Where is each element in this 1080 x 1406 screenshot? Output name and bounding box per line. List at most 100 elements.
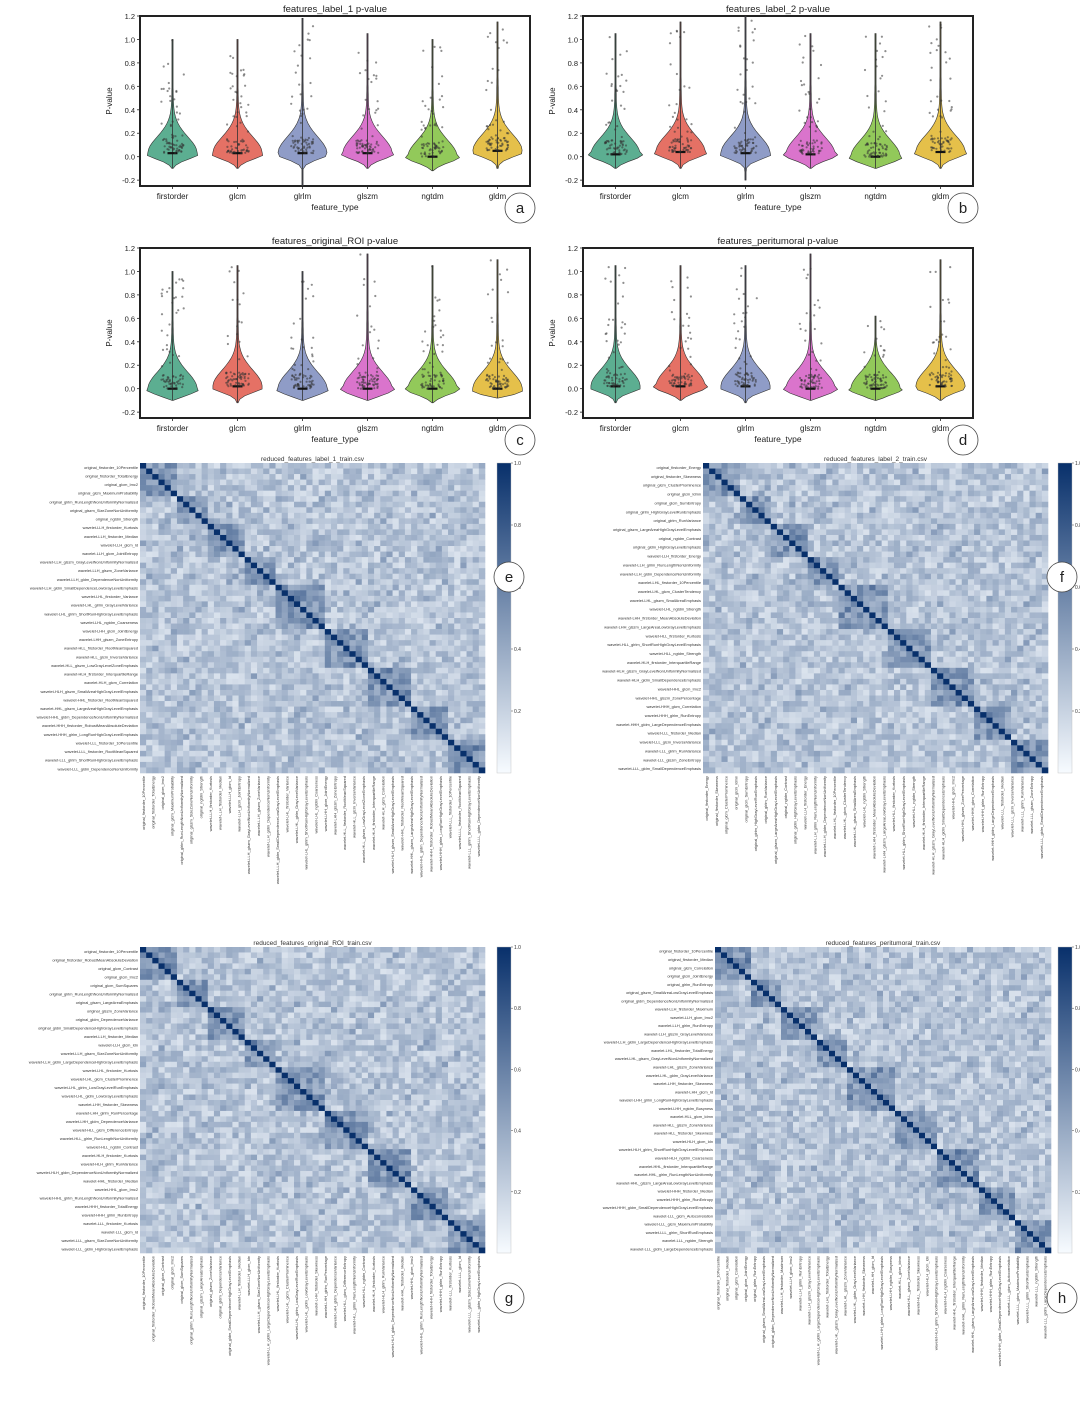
heatmap-cell xyxy=(263,518,270,525)
jitter-point xyxy=(738,145,741,148)
jitter-point xyxy=(807,382,810,385)
jitter-point xyxy=(293,50,296,53)
heatmap-cell xyxy=(294,557,301,563)
heatmap-cell xyxy=(244,606,252,613)
heatmap-cell xyxy=(158,562,165,569)
heatmap-cell xyxy=(460,468,467,475)
jitter-point xyxy=(682,324,685,327)
jitter-point xyxy=(745,362,748,366)
jitter-point xyxy=(363,143,366,146)
heatmap-cell xyxy=(220,606,227,613)
heatmap-cell xyxy=(226,734,233,741)
heatmap-cell xyxy=(398,728,406,735)
heatmap-cell xyxy=(207,584,215,591)
heatmap-cell xyxy=(244,579,252,586)
heatmap-cell xyxy=(300,717,307,724)
heatmap-cell xyxy=(330,463,338,469)
heatmap-cell xyxy=(337,557,344,563)
heatmap-cell xyxy=(429,739,437,746)
jitter-point xyxy=(490,81,493,84)
heatmap-cell xyxy=(287,651,295,658)
heatmap-cell xyxy=(226,562,233,569)
jitter-point xyxy=(174,135,177,138)
jitter-point xyxy=(884,386,887,389)
jitter-point xyxy=(299,148,302,152)
heatmap-cell xyxy=(343,623,350,630)
heatmap-cell xyxy=(170,518,178,525)
heatmap-cell xyxy=(460,562,467,569)
heatmap-cell xyxy=(448,463,455,469)
jitter-point xyxy=(863,381,866,385)
heatmap-cell xyxy=(244,612,252,619)
heatmap-cell xyxy=(158,468,165,475)
heatmap-cell xyxy=(349,745,356,752)
jitter-point xyxy=(747,381,750,384)
heatmap-cell xyxy=(152,756,159,763)
jitter-point xyxy=(801,152,804,155)
heatmap-cell xyxy=(392,728,400,735)
jitter-point xyxy=(298,139,301,142)
heatmap-cell xyxy=(287,568,295,575)
heatmap-cell xyxy=(213,750,221,757)
jitter-point xyxy=(501,28,504,31)
x-tick-label: glrlm xyxy=(737,424,755,433)
heatmap-cell xyxy=(257,551,264,558)
heatmap-cell xyxy=(349,546,356,552)
heatmap-cell xyxy=(201,717,209,724)
heatmap-cell xyxy=(306,518,313,525)
heatmap-cell xyxy=(472,756,480,763)
heatmap-cell xyxy=(441,634,449,641)
jitter-point xyxy=(677,376,681,379)
heatmap-cell xyxy=(232,479,239,486)
jitter-point xyxy=(428,149,431,152)
jitter-point xyxy=(621,140,624,143)
heatmap-cell xyxy=(281,562,289,569)
heatmap-cell xyxy=(250,645,258,652)
heatmap-cell xyxy=(441,474,449,480)
heatmap-cell xyxy=(294,667,301,674)
jitter-point xyxy=(420,152,423,155)
heatmap-cell xyxy=(398,701,406,707)
heatmap-cell xyxy=(164,601,172,608)
heatmap-cell xyxy=(294,612,301,619)
jitter-point xyxy=(618,378,621,381)
heatmap-cell xyxy=(404,651,412,658)
heatmap-cell xyxy=(281,534,289,541)
heatmap-cell xyxy=(318,501,326,508)
jitter-point xyxy=(749,355,752,358)
heatmap-cell xyxy=(275,667,282,674)
jitter-point xyxy=(169,99,172,102)
jitter-point xyxy=(800,84,804,87)
heatmap-cell xyxy=(213,546,221,552)
x-tick-label: glrlm xyxy=(294,192,312,201)
heatmap-cell xyxy=(263,739,270,746)
heatmap-cell xyxy=(337,723,344,730)
heatmap-cell xyxy=(441,712,449,718)
heatmap-cell xyxy=(429,734,437,741)
heatmap-cell xyxy=(411,717,418,724)
heatmap-cell xyxy=(435,739,443,746)
heatmap-cell xyxy=(374,634,381,641)
heatmap-cell xyxy=(312,501,319,508)
heatmap-cell xyxy=(330,485,338,491)
heatmap-cell xyxy=(478,512,486,519)
heatmap-cell xyxy=(478,468,486,475)
heatmap-cell xyxy=(294,767,301,774)
heatmap-cell xyxy=(183,518,190,525)
heatmap-cell xyxy=(324,728,332,735)
heatmap-cell xyxy=(176,568,184,575)
heatmap-cell xyxy=(318,756,326,763)
heatmap-cell xyxy=(460,518,467,525)
heatmap-cell xyxy=(478,501,486,508)
heatmap-cell xyxy=(269,750,276,757)
heatmap-cell xyxy=(312,695,319,702)
heatmap-cell xyxy=(337,678,344,685)
jitter-point xyxy=(244,151,247,154)
jitter-point xyxy=(943,380,946,383)
jitter-point xyxy=(752,376,756,380)
heatmap-cell xyxy=(386,678,393,685)
heatmap-cell xyxy=(343,601,350,608)
heatmap-cell xyxy=(275,618,282,624)
jitter-point xyxy=(884,381,887,384)
heatmap-cell xyxy=(343,490,350,497)
